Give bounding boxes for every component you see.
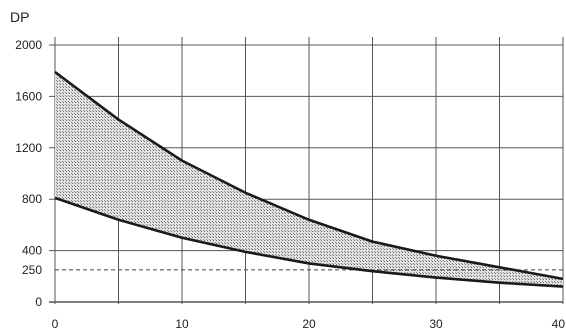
band-area [55, 71, 563, 287]
y-tick-label-1600: 1600 [15, 89, 42, 103]
series-lines [54, 70, 564, 288]
lower-curve [54, 196, 564, 288]
y-tick-label-250: 250 [22, 263, 42, 277]
shaded-band [55, 71, 563, 287]
y-tick-label-400: 400 [22, 244, 42, 258]
x-tick-label-40: 40 [552, 317, 566, 331]
x-tick-labels: 0 10 20 30 40 [52, 317, 566, 331]
y-axis-label: DP [10, 9, 29, 25]
y-tick-label-0: 0 [35, 295, 42, 309]
x-tick-label-20: 20 [302, 317, 316, 331]
y-tick-label-2000: 2000 [15, 38, 42, 52]
x-tick-label-0: 0 [52, 317, 59, 331]
y-tick-label-1200: 1200 [15, 141, 42, 155]
y-tick-labels: 0 250 400 800 1200 1600 2000 [15, 38, 42, 309]
y-tick-label-800: 800 [22, 192, 42, 206]
x-tick-label-10: 10 [175, 317, 189, 331]
x-tick-label-30: 30 [429, 317, 443, 331]
upper-curve [54, 70, 564, 281]
